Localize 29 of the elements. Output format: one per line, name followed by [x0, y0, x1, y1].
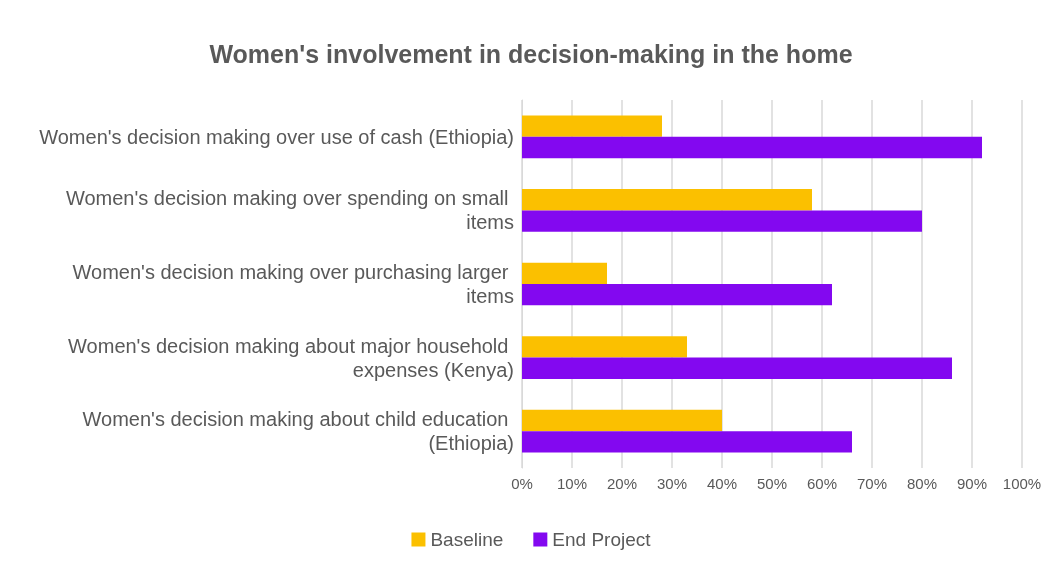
x-tick-label: 60% [806, 475, 838, 492]
bar [522, 336, 687, 358]
y-tick-label: Women's decision making about major household expenses (Kenya) [68, 334, 514, 381]
bar [522, 431, 852, 453]
x-tick-label: 100% [1002, 475, 1042, 492]
x-tick-label: 0% [511, 475, 533, 492]
bar [522, 136, 982, 159]
x-tick-label: 80% [906, 475, 938, 492]
bar [522, 409, 722, 432]
legend-label: End Project [552, 529, 652, 550]
x-tick-label: 10% [556, 475, 588, 492]
bar [522, 189, 812, 211]
y-tick-label: Women's decision making over use of cash (Ethiopia) [39, 125, 514, 148]
y-tick-label: Women's decision making about child education (Ethiopia) [82, 408, 514, 455]
x-tick-label: 20% [606, 475, 638, 492]
x-tick-label: 40% [706, 475, 738, 492]
y-tick-label: Women's decision making over purchasing larger items [72, 261, 514, 307]
bar [522, 210, 922, 232]
x-tick-label: 30% [656, 475, 688, 492]
legend-label: Baseline [430, 529, 504, 550]
x-tick-label: 90% [956, 475, 988, 492]
chart-title: Women's involvement in decision-making in the home [209, 39, 853, 68]
x-tick-label: 70% [856, 475, 888, 492]
y-tick-label: Women's decision making over spending on small items [65, 187, 514, 234]
bar [522, 115, 662, 137]
bar [522, 284, 832, 306]
x-tick-label: 50% [756, 475, 788, 492]
bar [522, 357, 952, 379]
bar [522, 262, 607, 284]
